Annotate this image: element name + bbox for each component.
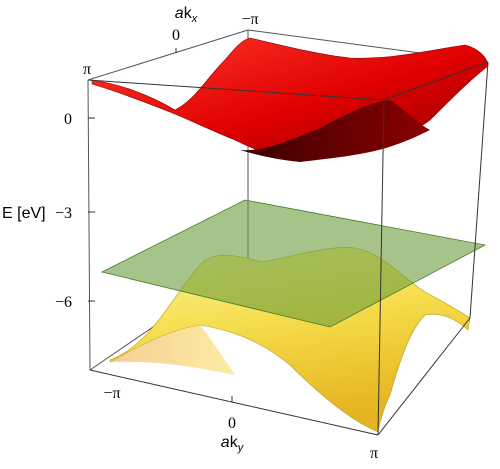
- band-upper: [91, 37, 489, 162]
- z-tick-label: −6: [55, 294, 72, 311]
- box-edge: [377, 317, 471, 436]
- tick-marks: [88, 48, 233, 402]
- band-lower-front-shade: [110, 325, 235, 375]
- z-axis-label: E [eV]: [2, 205, 46, 222]
- y-tick-label: π: [370, 445, 378, 462]
- box-edge: [89, 369, 379, 436]
- box-edge: [469, 61, 489, 319]
- x-tick-label: 0: [172, 27, 180, 44]
- band-flat: [100, 199, 487, 328]
- y-tick-label: 0: [228, 415, 236, 432]
- box-edge: [87, 79, 91, 371]
- box-edge: [87, 29, 249, 81]
- x-tick-label: π: [83, 61, 91, 78]
- x-axis-label: akx: [175, 5, 198, 25]
- x-tick-label: −π: [241, 11, 258, 28]
- band-upper-underside: [240, 100, 430, 162]
- box-front-edges: [87, 61, 489, 436]
- box-edge: [377, 99, 385, 436]
- box-edge: [87, 79, 385, 101]
- box-edge: [383, 61, 489, 101]
- y-tick-label: −π: [103, 385, 120, 402]
- z-tick-label: −3: [55, 205, 72, 222]
- z-tick-label: 0: [64, 111, 72, 128]
- band-flat-plane: [100, 199, 487, 328]
- y-axis-label: aky: [221, 434, 245, 454]
